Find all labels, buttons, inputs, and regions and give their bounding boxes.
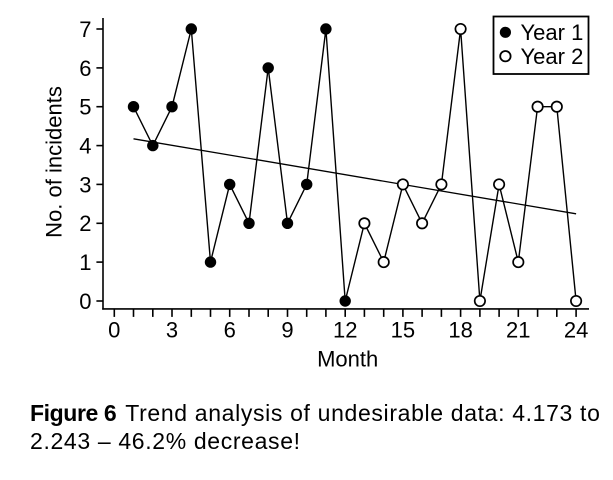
svg-text:9: 9	[281, 318, 293, 343]
svg-text:12: 12	[333, 318, 357, 343]
svg-text:21: 21	[506, 318, 530, 343]
svg-text:4: 4	[79, 134, 91, 159]
svg-text:7: 7	[79, 17, 91, 42]
svg-text:3: 3	[166, 318, 178, 343]
svg-text:5: 5	[79, 95, 91, 120]
svg-text:0: 0	[108, 318, 120, 343]
svg-text:6: 6	[79, 56, 91, 81]
svg-text:Year 1: Year 1	[521, 20, 584, 45]
svg-text:18: 18	[448, 318, 472, 343]
svg-text:0: 0	[79, 289, 91, 314]
svg-text:6: 6	[224, 318, 236, 343]
svg-text:Year 2: Year 2	[521, 44, 584, 69]
svg-text:No. of incidents: No. of incidents	[42, 86, 67, 238]
svg-text:3: 3	[79, 172, 91, 197]
svg-text:24: 24	[564, 318, 588, 343]
svg-text:Month: Month	[317, 347, 378, 372]
svg-text:15: 15	[391, 318, 415, 343]
svg-text:1: 1	[79, 250, 91, 275]
svg-text:2: 2	[79, 211, 91, 236]
